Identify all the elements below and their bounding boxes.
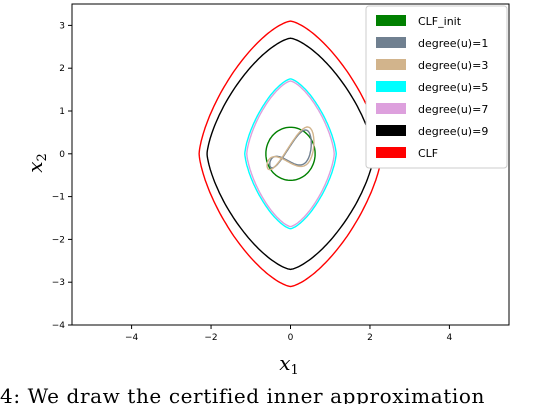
chart-svg: −4 −2 0 2 4 −4 −3 −2 −1 0 1 2 3 CLF_init degree(u)=1 d…	[23, 3, 510, 378]
legend-swatch	[376, 15, 406, 26]
legend-label: CLF_init	[418, 15, 462, 28]
legend-swatch	[376, 147, 406, 158]
y-tick-label: −4	[52, 321, 66, 331]
x-tick-label: −2	[204, 333, 217, 343]
x-tick-label: 0	[288, 333, 294, 343]
y-tick-label: 3	[59, 21, 65, 31]
y-tick-label: 0	[59, 150, 65, 160]
legend-swatch	[376, 37, 406, 48]
legend: CLF_init degree(u)=1 degree(u)=3 degree(u)=…	[365, 5, 508, 169]
legend-label: degree(u)=5	[418, 81, 488, 94]
series-curve-clf-init	[265, 126, 316, 181]
legend-swatch	[376, 59, 406, 70]
legend-swatch	[376, 103, 406, 114]
legend-label: degree(u)=9	[418, 125, 488, 138]
ticks-group: −4 −2 0 2 4 −4 −3 −2 −1 0 1 2 3	[52, 21, 453, 343]
series-curve-degree-u-9	[206, 37, 375, 271]
legend-label: degree(u)=3	[418, 59, 488, 72]
series-curve-clf	[198, 20, 383, 288]
y-tick-label: −3	[52, 278, 65, 288]
y-tick-label: −1	[52, 193, 65, 203]
series-curve-degree-u-3	[266, 126, 315, 171]
legend-label: CLF	[418, 147, 438, 160]
y-tick-label: 1	[59, 107, 65, 117]
y-tick-label: −2	[52, 235, 65, 245]
figure-caption: 4: We draw the certified inner approxima…	[0, 384, 486, 404]
x-axis-label: x1	[279, 351, 299, 378]
x-tick-label: 4	[447, 333, 453, 343]
legend-label: degree(u)=7	[418, 103, 488, 116]
y-axis-label: x2	[23, 153, 50, 173]
y-tick-label: 2	[59, 64, 65, 74]
legend-swatch	[376, 125, 406, 136]
x-tick-label: 2	[367, 333, 373, 343]
series-curve-degree-u-7	[246, 80, 335, 228]
series-curve-degree-u-1	[268, 129, 313, 169]
series-curve-degree-u-5	[244, 78, 337, 230]
x-tick-label: −4	[125, 333, 139, 343]
legend-label: degree(u)=1	[418, 37, 488, 50]
curves-group	[198, 20, 383, 288]
legend-swatch	[376, 81, 406, 92]
